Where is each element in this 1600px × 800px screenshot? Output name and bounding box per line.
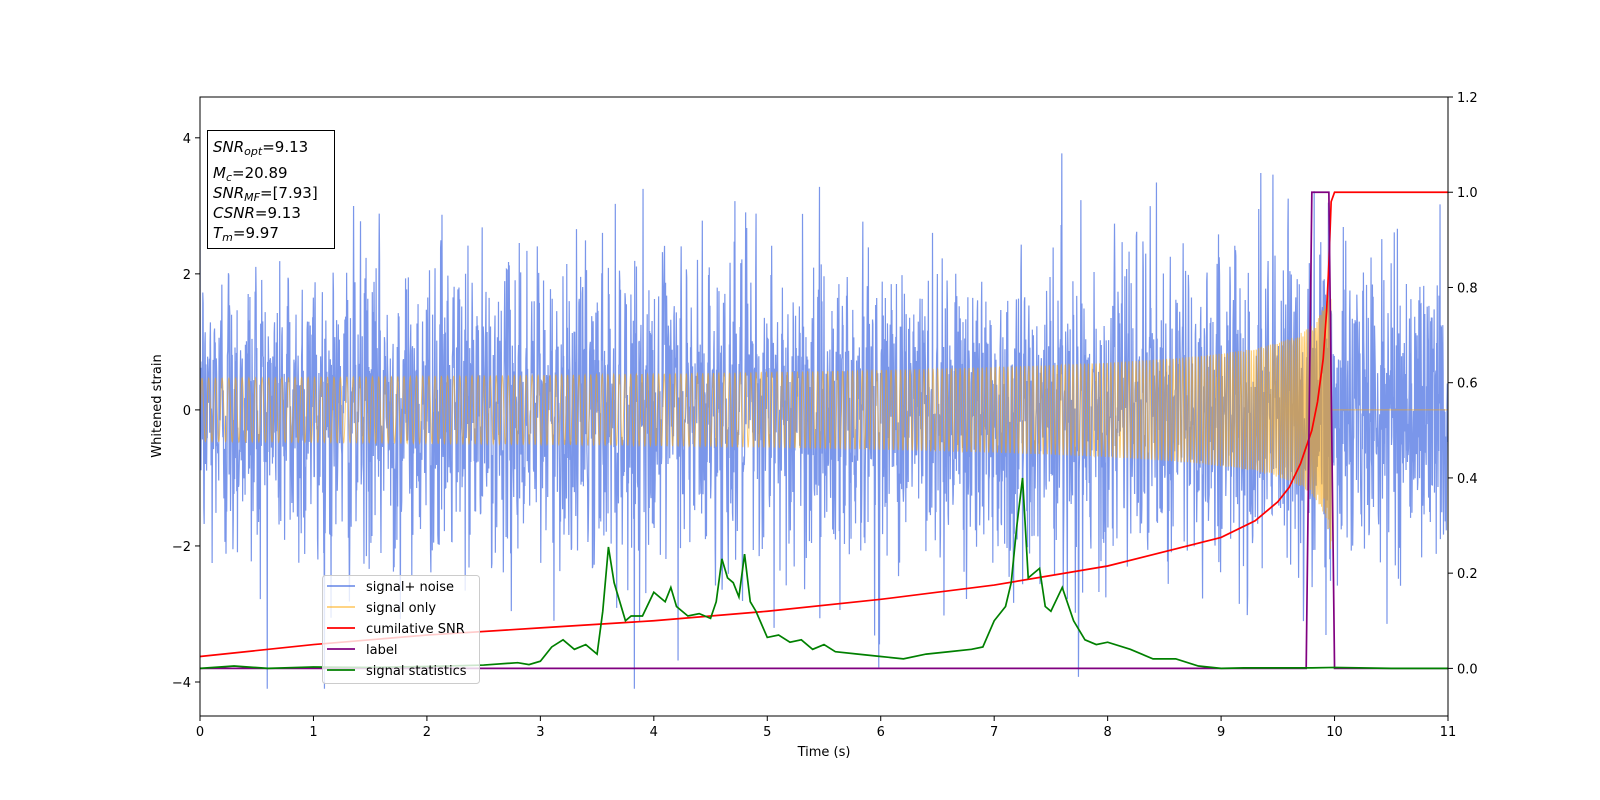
y2-tick-label: 0.0 bbox=[1457, 662, 1478, 677]
y2-tick-label: 0.2 bbox=[1457, 567, 1478, 582]
legend-frame bbox=[322, 575, 480, 684]
y2-tick-label: 0.8 bbox=[1457, 281, 1478, 296]
y-axis-label: Whitened strain bbox=[150, 354, 165, 457]
x-tick-label: 8 bbox=[1103, 725, 1111, 740]
x-tick-label: 9 bbox=[1217, 725, 1225, 740]
legend-label: signal statistics bbox=[366, 664, 467, 679]
y2-tick-label: 1.2 bbox=[1457, 91, 1478, 106]
x-tick-label: 10 bbox=[1326, 725, 1343, 740]
legend-label: signal+ noise bbox=[366, 580, 454, 595]
x-tick-label: 3 bbox=[536, 725, 544, 740]
x-tick-label: 5 bbox=[763, 725, 771, 740]
y2-tick-label: 0.4 bbox=[1457, 472, 1478, 487]
y2-tick-label: 1.0 bbox=[1457, 186, 1478, 201]
x-tick-label: 1 bbox=[309, 725, 317, 740]
y-axis-left: −4 −2 0 2 4 bbox=[172, 132, 200, 691]
legend-item-signal-statistics: signal statistics bbox=[327, 664, 467, 679]
info-tm: Tm=9.97 bbox=[213, 224, 279, 244]
y-axis-right: 0.0 0.2 0.4 0.6 0.8 1.0 1.2 bbox=[1448, 91, 1478, 677]
legend: signal+ noise signal only cumilative SNR… bbox=[322, 575, 480, 684]
info-snr-mf: SNRMF=[7.93] bbox=[213, 184, 318, 204]
x-tick-label: 0 bbox=[196, 725, 204, 740]
info-snr-opt: SNRopt=9.13 bbox=[213, 138, 308, 158]
plot-area bbox=[200, 153, 1448, 689]
info-mc: Mc=20.89 bbox=[213, 164, 288, 184]
y-tick-label: 0 bbox=[183, 404, 191, 419]
legend-item-label: label bbox=[327, 643, 397, 658]
x-axis: 0 1 2 3 4 5 6 7 8 9 10 11 bbox=[196, 716, 1456, 740]
series-signal-plus-noise bbox=[200, 153, 1448, 689]
y-tick-label: 4 bbox=[183, 132, 191, 147]
legend-item-signal-plus-noise: signal+ noise bbox=[327, 580, 454, 595]
y-tick-label: −4 bbox=[172, 676, 191, 691]
info-box: SNRopt=9.13 Mc=20.89 SNRMF=[7.93] CSNR=9… bbox=[207, 130, 335, 249]
y2-tick-label: 0.6 bbox=[1457, 377, 1478, 392]
legend-item-signal-only: signal only bbox=[327, 601, 436, 616]
info-csnr: CSNR=9.13 bbox=[213, 204, 301, 222]
legend-label: cumilative SNR bbox=[366, 622, 465, 637]
x-axis-label: Time (s) bbox=[797, 745, 851, 760]
legend-item-cumulative-snr: cumilative SNR bbox=[327, 622, 465, 637]
legend-label: label bbox=[366, 643, 397, 658]
x-tick-label: 7 bbox=[990, 725, 998, 740]
y-tick-label: −2 bbox=[172, 540, 191, 555]
x-tick-label: 11 bbox=[1440, 725, 1457, 740]
y-tick-label: 2 bbox=[183, 268, 191, 283]
series-signal-statistics bbox=[200, 477, 1448, 670]
x-tick-label: 6 bbox=[877, 725, 885, 740]
x-tick-label: 4 bbox=[650, 725, 658, 740]
series-signal-only bbox=[200, 278, 1448, 550]
series-cumulative-snr bbox=[200, 191, 1448, 658]
legend-label: signal only bbox=[366, 601, 436, 616]
plot-frame bbox=[199, 96, 1449, 717]
info-box-frame bbox=[207, 130, 335, 249]
x-tick-label: 2 bbox=[423, 725, 431, 740]
